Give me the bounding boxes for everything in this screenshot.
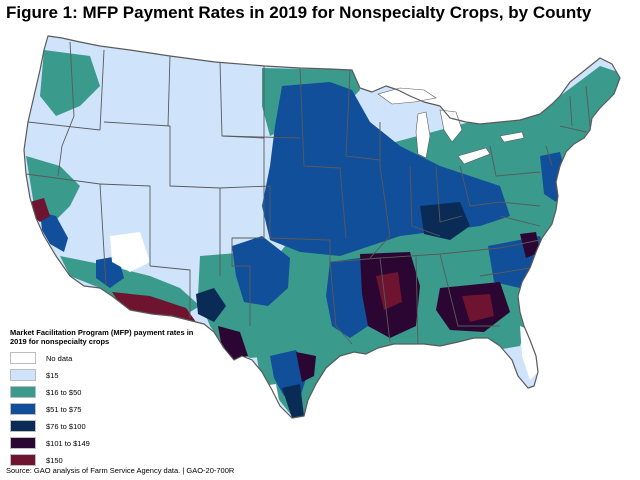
legend-item-15: $15 [10, 369, 200, 381]
region-nodata-nevada [110, 232, 150, 272]
region-teal-northwest [40, 50, 100, 116]
legend-item-76-100: $76 to $100 [10, 420, 200, 432]
great-lakes [377, 87, 525, 165]
legend-item-101-149: $101 to $149 [10, 437, 200, 449]
us-county-map [23, 35, 621, 419]
legend-swatch [10, 454, 36, 466]
legend-label: No data [46, 353, 73, 363]
legend-label: $15 [46, 370, 59, 380]
lake-superior [377, 87, 437, 105]
legend-swatch [10, 403, 36, 415]
legend-label: $101 to $149 [46, 438, 90, 448]
region-maroon-arizona-border [112, 292, 196, 322]
region-blue-california [40, 212, 68, 252]
region-maroon-georgia-inner [462, 294, 494, 322]
legend-label: $76 to $100 [46, 421, 86, 431]
legend-label: $51 to $75 [46, 404, 82, 414]
lake-michigan [415, 111, 431, 159]
legend-item-51-75: $51 to $75 [10, 403, 200, 415]
legend-swatch [10, 369, 36, 381]
legend-label: $150 [46, 455, 63, 465]
region-purple-texas-coast [296, 352, 316, 382]
lake-huron [439, 109, 463, 143]
legend-swatch [10, 420, 36, 432]
legend-item-150: $150 [10, 454, 200, 466]
region-navy-texas-south [282, 384, 304, 418]
legend-swatch [10, 352, 36, 364]
map-legend: Market Facilitation Program (MFP) paymen… [10, 328, 200, 471]
region-blue-delta [326, 258, 372, 338]
legend-label: $16 to $50 [46, 387, 82, 397]
lake-erie [457, 147, 491, 165]
source-note: Source: GAO analysis of Farm Service Age… [6, 466, 235, 475]
figure-title: Figure 1: MFP Payment Rates in 2019 for … [6, 3, 592, 22]
legend-swatch [10, 386, 36, 398]
state-boundaries [23, 35, 621, 419]
region-purple-virginia [520, 232, 540, 258]
lake-ontario [499, 131, 525, 143]
legend-item-16-50: $16 to $50 [10, 386, 200, 398]
legend-title: Market Facilitation Program (MFP) paymen… [10, 328, 194, 346]
legend-item-no-data: No data [10, 352, 200, 364]
region-blue-plains-south [232, 236, 290, 306]
legend-swatch [10, 437, 36, 449]
region-navy-new-mexico [196, 288, 226, 322]
